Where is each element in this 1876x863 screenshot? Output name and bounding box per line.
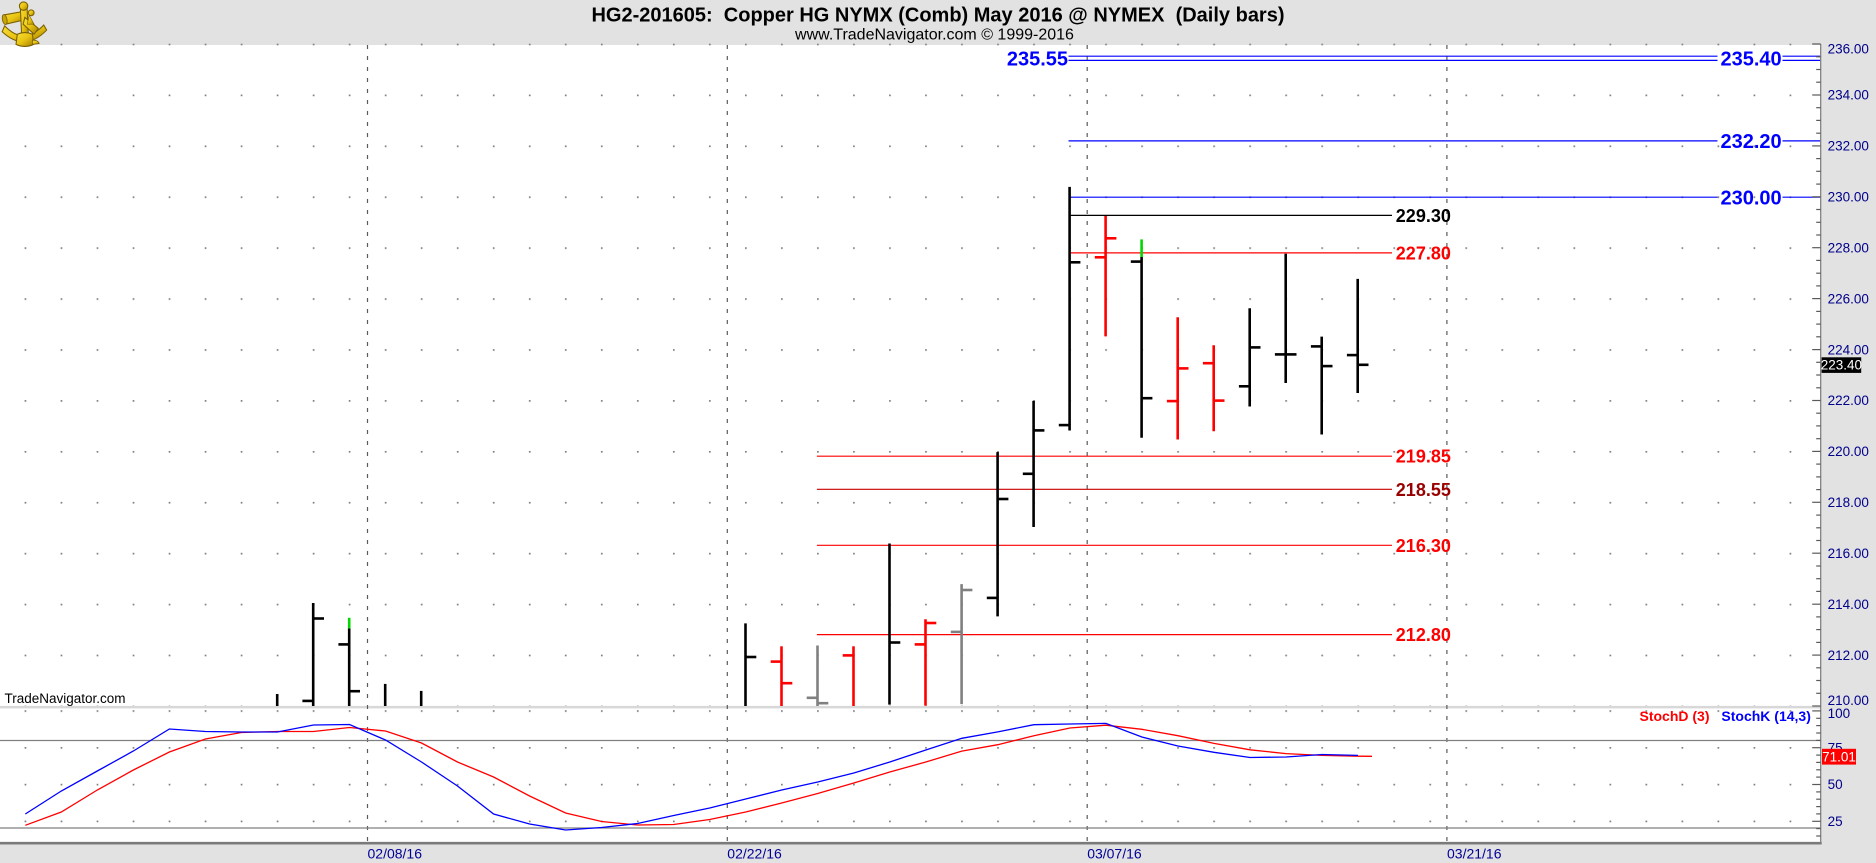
svg-text:227.80: 227.80 [1396, 243, 1451, 263]
svg-text:212.00: 212.00 [1828, 648, 1869, 663]
svg-text:236.00: 236.00 [1828, 42, 1869, 57]
svg-text:100: 100 [1828, 706, 1851, 721]
svg-text:229.30: 229.30 [1396, 206, 1451, 226]
svg-text:210.00: 210.00 [1828, 693, 1869, 708]
svg-text:218.00: 218.00 [1828, 495, 1869, 510]
svg-text:224.00: 224.00 [1828, 342, 1869, 357]
svg-text:71.01: 71.01 [1822, 749, 1856, 764]
svg-text:03/21/16: 03/21/16 [1447, 846, 1502, 862]
svg-text:www.TradeNavigator.com © 1999-: www.TradeNavigator.com © 1999-2016 [794, 26, 1074, 43]
svg-text:226.00: 226.00 [1828, 291, 1869, 306]
svg-text:03/07/16: 03/07/16 [1087, 846, 1142, 862]
svg-text:228.00: 228.00 [1828, 240, 1869, 255]
svg-text:234.00: 234.00 [1828, 88, 1869, 103]
svg-text:214.00: 214.00 [1828, 597, 1869, 612]
svg-text:216.00: 216.00 [1828, 546, 1869, 561]
svg-text:25: 25 [1828, 814, 1843, 829]
svg-text:235.55: 235.55 [1007, 49, 1068, 71]
svg-text:02/22/16: 02/22/16 [727, 846, 782, 862]
svg-text:219.85: 219.85 [1396, 447, 1451, 467]
svg-text:220.00: 220.00 [1828, 444, 1869, 459]
svg-text:218.55: 218.55 [1396, 480, 1451, 500]
svg-text:TradeNavigator.com: TradeNavigator.com [5, 691, 126, 706]
svg-text:223.40: 223.40 [1821, 358, 1862, 373]
svg-text:StochD (3): StochD (3) [1640, 708, 1710, 724]
svg-text:212.80: 212.80 [1396, 625, 1451, 645]
svg-text:232.00: 232.00 [1828, 139, 1869, 154]
svg-text:216.30: 216.30 [1396, 536, 1451, 556]
svg-text:235.40: 235.40 [1721, 49, 1782, 71]
svg-text:50: 50 [1828, 777, 1843, 792]
svg-text:02/08/16: 02/08/16 [368, 846, 423, 862]
svg-text:HG2-201605: Copper HG NYMX (C: HG2-201605: Copper HG NYMX (Comb) May 20… [591, 5, 1284, 27]
svg-text:232.20: 232.20 [1721, 131, 1782, 153]
svg-text:230.00: 230.00 [1828, 190, 1869, 205]
svg-text:StochK (14,3): StochK (14,3) [1721, 708, 1810, 724]
svg-text:230.00: 230.00 [1721, 187, 1782, 209]
svg-text:222.00: 222.00 [1828, 393, 1869, 408]
